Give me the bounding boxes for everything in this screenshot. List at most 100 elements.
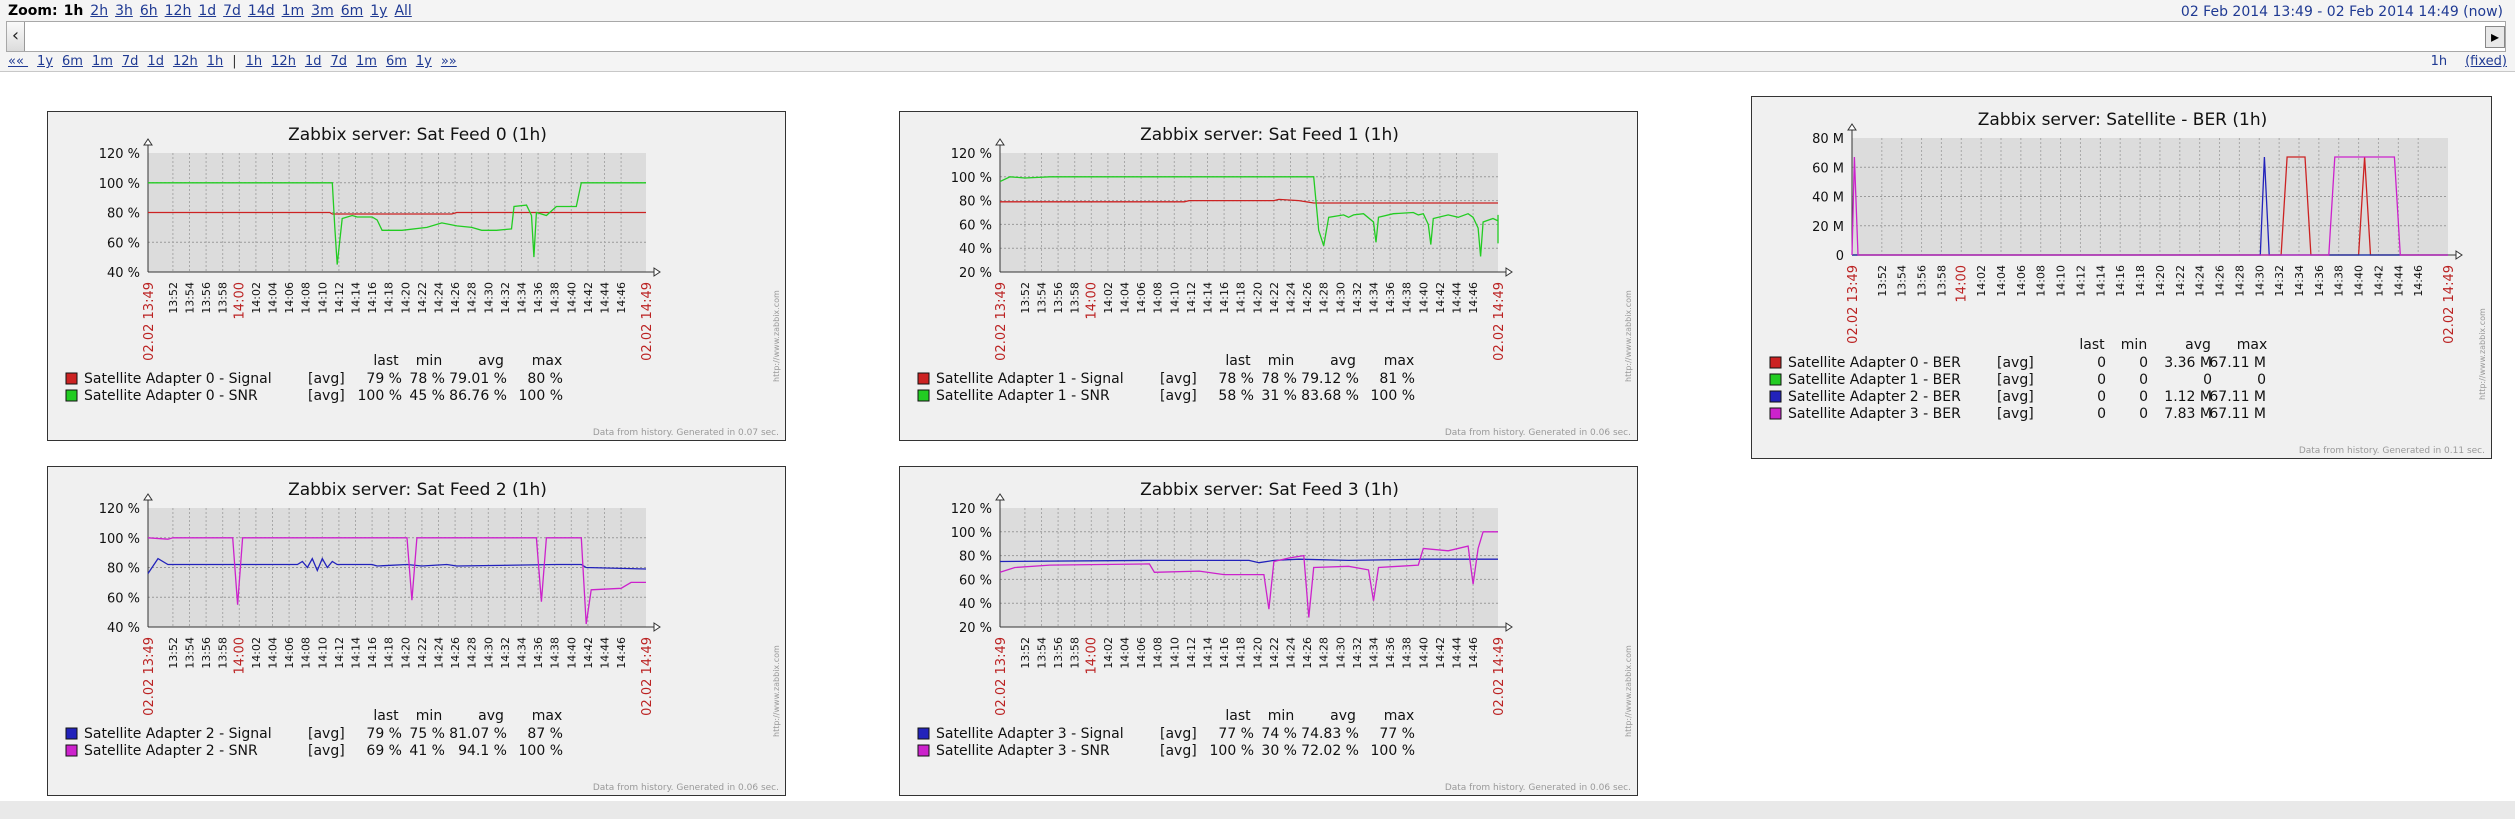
- legend-max: 100 %: [519, 388, 563, 404]
- x-tick-label: 14:24: [433, 637, 446, 669]
- legend-last: 100 %: [1210, 743, 1254, 759]
- nav-forward-link-5[interactable]: 6m: [385, 54, 407, 69]
- zoom-link-14d[interactable]: 14d: [247, 3, 275, 19]
- zoom-link-3h[interactable]: 3h: [115, 3, 133, 19]
- nav-forward-link-1[interactable]: 12h: [271, 54, 296, 69]
- zoom-link-6h[interactable]: 6h: [139, 3, 158, 19]
- y-tick-label: 120 %: [99, 147, 140, 162]
- nav-forward-link-0[interactable]: 1h: [245, 54, 263, 69]
- x-tick-label: 13:54: [1036, 637, 1049, 669]
- zoom-link-1h[interactable]: 1h: [63, 3, 84, 19]
- legend-avg: 0: [2203, 372, 2212, 388]
- x-end-label: 02.02 14:49: [1492, 637, 1507, 716]
- timeline-scrollbar[interactable]: ‹ ▸: [6, 21, 2506, 52]
- legend-header: min: [416, 353, 442, 369]
- x-axis-arrow-icon: [1505, 267, 1513, 277]
- x-tick-label: 14:18: [2134, 265, 2147, 297]
- x-tick-label: 14:22: [2174, 265, 2187, 297]
- legend-header: min: [1268, 708, 1294, 724]
- legend-last: 100 %: [358, 388, 402, 404]
- nav-back-link-7[interactable]: 1h: [206, 54, 224, 69]
- x-tick-label: 14:26: [449, 637, 462, 669]
- x-tick-label: 14:10: [1168, 637, 1181, 669]
- zoom-link-12h[interactable]: 12h: [164, 3, 192, 19]
- x-tick-label: 13:56: [1052, 282, 1065, 314]
- legend-header: avg: [478, 353, 504, 369]
- x-end-label: 02.02 14:49: [1492, 282, 1507, 361]
- y-axis-arrow-icon: [1847, 123, 1857, 131]
- zoom-link-1y[interactable]: 1y: [370, 3, 388, 19]
- plot-area: [1000, 153, 1498, 272]
- x-tick-label: 14:34: [2293, 265, 2306, 297]
- x-tick-label: 13:56: [1916, 265, 1929, 297]
- x-tick-label: 14:08: [300, 637, 313, 669]
- x-tick-label: 14:46: [1467, 282, 1480, 314]
- x-tick-label: 14:08: [1152, 282, 1165, 314]
- legend-avg: 7.83 M: [2164, 406, 2212, 422]
- legend-series-name: Satellite Adapter 3 - Signal: [936, 726, 1124, 742]
- chevron-left-icon[interactable]: ‹: [7, 22, 25, 51]
- nav-back-link-1[interactable]: 1y: [37, 54, 54, 69]
- x-tick-label: 14:18: [383, 637, 396, 669]
- x-tick-label: 14:16: [366, 637, 379, 669]
- legend-max: 100 %: [519, 743, 563, 759]
- scroll-handle-icon[interactable]: ▸: [2485, 26, 2505, 48]
- x-start-label: 02.02 13:49: [142, 637, 157, 716]
- legend-swatch-3: [1769, 407, 1782, 420]
- graph-title: Zabbix server: Sat Feed 3 (1h): [1140, 480, 1399, 500]
- x-tick-label: 14:00: [232, 637, 247, 674]
- x-tick-label: 14:46: [615, 282, 628, 314]
- legend-last: 69 %: [366, 743, 402, 759]
- x-tick-label: 14:42: [1434, 637, 1447, 669]
- graph-canvas: Zabbix server: Sat Feed 0 (1h) 120 % 100 %…: [65, 125, 781, 438]
- nav-forward-link-3[interactable]: 7d: [330, 54, 347, 69]
- nav-forward-link-4[interactable]: 1m: [356, 54, 377, 69]
- zoom-link-3m[interactable]: 3m: [311, 3, 334, 19]
- x-tick-label: 13:58: [217, 637, 230, 669]
- nav-forward-link-7[interactable]: »»: [440, 54, 457, 69]
- x-tick-label: 14:44: [599, 637, 612, 669]
- nav-forward-link-6[interactable]: 1y: [415, 54, 432, 69]
- legend-series-name: Satellite Adapter 1 - SNR: [936, 388, 1110, 404]
- y-tick-label: 120 %: [951, 147, 992, 162]
- zoom-link-1d[interactable]: 1d: [198, 3, 217, 19]
- legend-header: last: [1225, 708, 1251, 724]
- nav-back-link-3[interactable]: 1m: [91, 54, 113, 69]
- zoom-link-1m[interactable]: 1m: [281, 3, 305, 19]
- nav-back-link-2[interactable]: 6m: [62, 54, 83, 69]
- x-tick-label: 14:30: [482, 637, 495, 669]
- zoom-link-6m[interactable]: 6m: [340, 3, 364, 19]
- nav-back-link-0[interactable]: ««: [8, 54, 29, 69]
- legend-swatch-0: [65, 727, 78, 740]
- legend-func: [avg]: [308, 388, 345, 404]
- legend-swatch-0: [1769, 356, 1782, 369]
- x-tick-label: 14:12: [333, 637, 346, 669]
- x-tick-label: 14:10: [316, 637, 329, 669]
- series-line-0: [1000, 198, 1498, 204]
- x-tick-label: 13:54: [184, 282, 197, 314]
- x-start-label: 02.02 13:49: [994, 282, 1009, 361]
- legend-last: 78 %: [1218, 371, 1254, 387]
- legend-swatch-2: [1769, 390, 1782, 403]
- x-tick-label: 14:26: [2214, 265, 2227, 297]
- nav-separator: |: [232, 54, 237, 69]
- x-tick-label: 14:30: [2253, 265, 2266, 297]
- nav-back-link-4[interactable]: 7d: [121, 54, 139, 69]
- x-tick-label: 14:28: [1318, 637, 1331, 669]
- zoom-link-all[interactable]: All: [394, 3, 412, 19]
- y-tick-label: 80 M: [1812, 132, 1844, 147]
- fixed-toggle[interactable]: (fixed): [2465, 54, 2507, 69]
- x-tick-label: 13:54: [184, 637, 197, 669]
- nav-back-link-6[interactable]: 12h: [172, 54, 198, 69]
- zoom-link-7d[interactable]: 7d: [223, 3, 241, 19]
- x-tick-label: 14:22: [416, 637, 429, 669]
- legend-min: 75 %: [409, 726, 445, 742]
- y-tick-label: 80 %: [959, 550, 992, 565]
- x-tick-label: 14:32: [2273, 265, 2286, 297]
- x-tick-label: 13:52: [1019, 637, 1032, 669]
- zoom-link-2h[interactable]: 2h: [90, 3, 109, 19]
- nav-forward-link-2[interactable]: 1d: [304, 54, 322, 69]
- x-tick-label: 14:32: [499, 637, 512, 669]
- x-tick-label: 14:36: [2313, 265, 2326, 297]
- nav-back-link-5[interactable]: 1d: [147, 54, 164, 69]
